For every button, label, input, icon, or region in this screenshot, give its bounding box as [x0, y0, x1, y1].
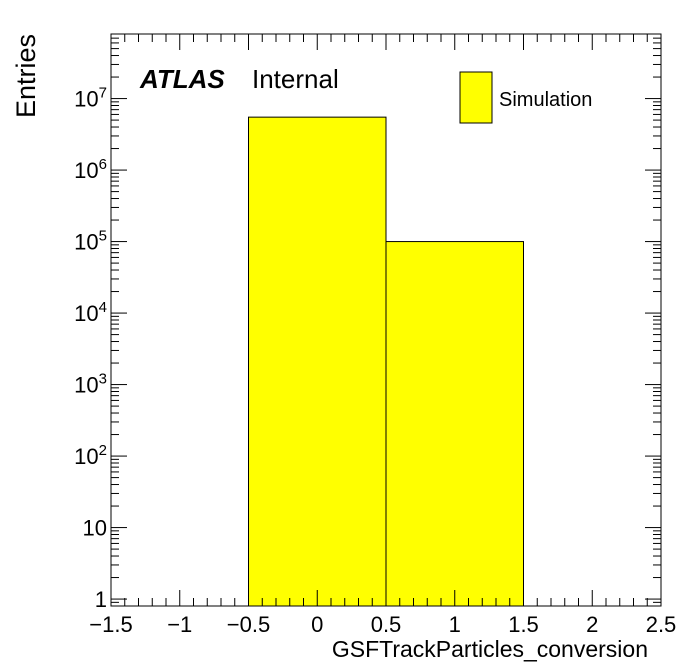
x-tick-label: −0.5 — [227, 612, 270, 637]
x-tick-label: 2.5 — [646, 612, 677, 637]
y-tick-label: 104 — [74, 299, 107, 326]
histogram-bars — [248, 116, 524, 607]
legend-swatch — [459, 71, 493, 124]
y-axis-label: Entries — [11, 34, 41, 118]
x-axis-label: GSFTrackParticles_conversion — [332, 636, 648, 662]
atlas-annotation: ATLAS Internal — [139, 64, 339, 94]
x-tick-label: −1.5 — [89, 612, 132, 637]
x-axis-ticks — [110, 34, 662, 606]
y-tick-label: 10 — [83, 516, 107, 541]
x-tick-label: −1 — [167, 612, 192, 637]
legend: Simulation — [459, 71, 592, 124]
y-tick-label: 105 — [74, 228, 107, 255]
histogram-bin-1 — [385, 241, 524, 607]
y-tick-label: 103 — [74, 371, 107, 398]
y-tick-label: 106 — [74, 156, 107, 183]
y-axis-tick-labels: 1 10 102 103 104 105 106 107 — [74, 85, 107, 612]
y-tick-label: 107 — [74, 85, 107, 112]
y-tick-label: 102 — [74, 442, 107, 469]
x-tick-label: 1 — [449, 612, 461, 637]
internal-label: Internal — [252, 64, 339, 94]
x-tick-label: 1.5 — [508, 612, 539, 637]
y-tick-label: 1 — [95, 587, 107, 612]
x-tick-label: 0.5 — [371, 612, 402, 637]
x-tick-label: 2 — [586, 612, 598, 637]
histogram-bin-0 — [248, 116, 387, 607]
x-tick-label: 0 — [311, 612, 323, 637]
atlas-label: ATLAS — [139, 64, 225, 94]
x-axis-tick-labels: −1.5 −1 −0.5 0 0.5 1 1.5 2 2.5 — [89, 612, 676, 637]
y-axis-ticks — [111, 33, 661, 607]
legend-entry: Simulation — [499, 89, 592, 111]
